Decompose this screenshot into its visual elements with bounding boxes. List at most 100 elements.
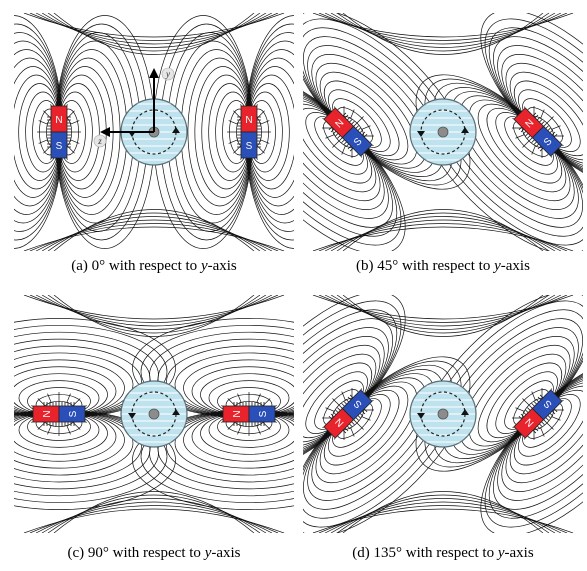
field-line [342,295,544,337]
field-line [259,139,270,144]
field-line [546,116,554,124]
field-line [546,422,554,430]
z-axis-label-badge [93,134,107,148]
field-line [69,139,80,144]
field-line [324,13,562,45]
field-line [342,209,544,251]
field-line [256,393,261,404]
rotation-arrow-icon [461,127,469,133]
bar-magnet: NS [50,105,68,159]
field-line [53,491,255,533]
field-line [364,135,374,137]
field-line [540,109,545,119]
field-line [66,393,71,404]
field-line [541,388,543,399]
field-line [341,391,346,401]
field-line [356,422,364,430]
rotation-arrow-icon [461,409,469,415]
field-line [356,116,364,124]
caption-d: (d) 135° with respect to y-axis [352,545,534,561]
field-line [336,494,550,533]
magnet-south-pole [531,389,563,421]
field-line [330,295,556,330]
y-axis-label-badge [161,67,175,81]
field-line [336,212,550,251]
field-line [324,501,562,533]
field-line [303,103,377,193]
field-line [303,318,393,459]
field-line [324,295,562,327]
field-line [38,139,49,144]
field-line [533,429,535,441]
field-plot-b: NS NS [303,13,583,251]
field-line [227,398,236,406]
magnet-north-label: N [232,410,243,417]
rotation-arrow-icon [172,127,180,133]
sphere-center-dot [437,408,449,420]
field-line [324,219,562,251]
field-line [35,13,273,45]
field-line [553,135,564,137]
field-line [43,145,51,154]
field-line [509,385,583,475]
rotation-arrow-icon [172,409,180,415]
field-line [341,145,346,155]
field-line [303,87,393,228]
field-line [53,295,255,337]
field-line [336,295,550,334]
magnet-south-label: S [56,141,63,152]
field-line [37,422,46,430]
field-line [41,216,267,251]
field-line [531,391,536,401]
field-line [41,295,267,330]
field-line [330,216,556,251]
sphere-center-dot [148,408,160,420]
field-line [47,13,261,52]
field-line [37,398,46,406]
field-line [533,105,535,117]
field-line [233,145,241,154]
magnet-north-label: N [245,115,252,126]
caption-a: (a) 0° with respect to y-axis [71,258,237,274]
field-line [228,139,239,144]
field-line [69,120,80,125]
magnet-south-pole [531,125,563,157]
field-line [350,109,355,119]
field-line [551,416,561,421]
field-line [66,424,71,435]
field-line [511,417,523,419]
field-line [38,120,49,125]
field-line [515,407,525,412]
field-plot-d: NS NS [303,295,583,533]
bar-magnet: NS [323,107,373,157]
field-line [47,424,52,435]
field-line [325,134,335,139]
field-line [53,13,255,55]
field-line [531,145,536,155]
rotation-arrow-icon [417,131,425,137]
magnet-south-label: S [258,410,269,417]
field-line [361,416,371,421]
field-line [493,36,583,177]
field-line [361,125,371,130]
field-line [233,110,241,119]
field-line [515,134,525,139]
magnet-north-label: N [55,115,62,126]
field-line [257,145,265,154]
field-line [511,127,523,129]
magnet-south-pole [248,405,276,423]
field-line [522,140,530,148]
field-line [35,219,273,251]
field-line [330,13,556,48]
rotation-arrow-icon [417,413,425,419]
field-line [228,120,239,125]
field-line [541,147,543,158]
field-line [259,120,270,125]
field-line [72,422,81,430]
